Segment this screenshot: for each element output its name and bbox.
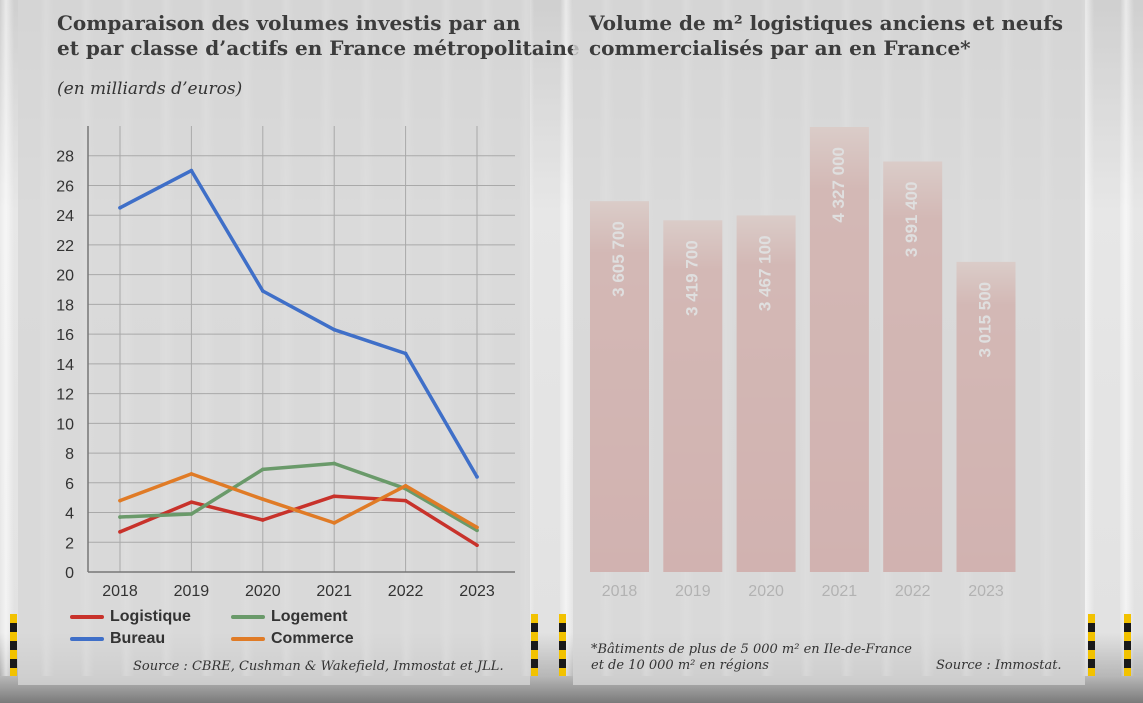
y-tick-label: 12 [56, 387, 74, 404]
data-point-commerce [261, 497, 265, 501]
bollard [531, 614, 538, 676]
data-point-bureau [189, 168, 194, 173]
data-point-commerce [189, 472, 194, 476]
legend-item-logement: Logement [231, 608, 347, 626]
bollard [1088, 614, 1095, 676]
y-tick-label: 16 [56, 327, 74, 344]
y-tick-label: 24 [56, 208, 74, 225]
legend-label-bureau: Bureau [110, 630, 166, 647]
bar-chart-panel [573, 0, 1085, 685]
bar-chart-footnote-line2: et de 10 000 m² en régions [591, 658, 769, 673]
line-chart-title-line1: Comparaison des volumes investis par an [57, 11, 521, 35]
data-point-commerce [118, 498, 122, 503]
y-tick-label: 26 [56, 178, 74, 195]
legend-label-logement: Logement [271, 608, 348, 625]
x-tick-label: 2020 [245, 583, 281, 600]
line-chart-unit: (en milliards d’euros) [57, 79, 243, 99]
line-chart-source: Source : CBRE, Cushman & Wakefield, Immo… [133, 659, 504, 674]
data-point-logistique [189, 500, 194, 504]
data-point-logistique [475, 543, 479, 548]
y-tick-label: 18 [56, 297, 74, 314]
legend-label-logistique: Logistique [110, 608, 191, 625]
data-point-bureau [261, 289, 265, 293]
legend-swatch-logement [231, 615, 265, 619]
legend-item-commerce: Commerce [231, 630, 354, 648]
series-line-logement [118, 461, 479, 533]
bollard [10, 614, 17, 676]
data-point-bureau [118, 205, 122, 210]
y-tick-label: 14 [56, 357, 74, 374]
bar-chart-source: Source : Immostat. [936, 658, 1062, 673]
y-tick-label: 6 [65, 476, 74, 493]
bollard [1124, 614, 1131, 676]
y-tick-label: 4 [65, 506, 74, 523]
legend-label-commerce: Commerce [271, 630, 354, 647]
y-tick-label: 0 [65, 565, 74, 582]
y-tick-label: 20 [56, 268, 74, 285]
series-line-bureau [118, 168, 479, 479]
y-tick-label: 10 [56, 416, 74, 433]
series-line-logistique [118, 494, 479, 547]
data-point-logement [118, 515, 122, 519]
legend-swatch-bureau [70, 637, 104, 641]
bar-chart-title-line2: commercialisés par an en France* [589, 36, 971, 60]
data-point-logistique [118, 530, 122, 534]
bar-chart-footnote-line1: *Bâtiments de plus de 5 000 m² en Ile-de… [591, 642, 912, 657]
x-tick-label: 2021 [316, 583, 352, 600]
line-chart-panel [18, 0, 530, 685]
data-point-bureau [475, 475, 479, 479]
y-tick-label: 22 [56, 238, 74, 255]
data-point-logistique [261, 518, 265, 522]
x-tick-label: 2018 [102, 583, 138, 600]
data-point-commerce [475, 525, 479, 530]
data-point-logement [332, 461, 337, 466]
data-point-logistique [332, 494, 337, 498]
bollard [559, 614, 566, 676]
data-point-commerce [332, 521, 337, 525]
series-line-commerce [118, 472, 479, 530]
x-tick-label: 2022 [388, 583, 424, 600]
bar-chart-title-line1: Volume de m² logistiques anciens et neuf… [589, 11, 1064, 35]
data-point-commerce [403, 483, 408, 488]
data-point-bureau [403, 351, 408, 356]
y-tick-label: 2 [65, 535, 74, 552]
legend-swatch-commerce [231, 637, 265, 641]
data-point-logement [261, 467, 265, 472]
y-tick-label: 8 [65, 446, 74, 463]
x-tick-label: 2023 [459, 583, 495, 600]
y-tick-label: 28 [56, 149, 74, 166]
line-chart-title-line2: et par classe d’actifs en France métropo… [57, 36, 580, 60]
x-tick-label: 2019 [174, 583, 210, 600]
data-point-logement [189, 512, 194, 516]
legend-item-logistique: Logistique [70, 608, 191, 626]
data-point-logement [475, 528, 479, 533]
legend-item-bureau: Bureau [70, 630, 165, 648]
data-point-bureau [332, 327, 337, 332]
legend-swatch-logistique [70, 615, 104, 619]
data-point-logistique [403, 498, 408, 503]
